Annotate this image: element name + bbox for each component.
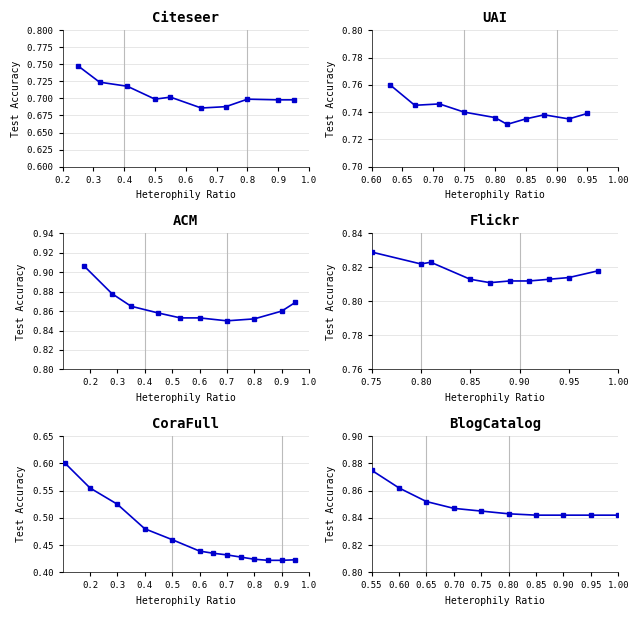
- Y-axis label: Test Accuracy: Test Accuracy: [17, 263, 26, 339]
- Title: ACM: ACM: [173, 214, 198, 228]
- Y-axis label: Test Accuracy: Test Accuracy: [17, 466, 26, 542]
- X-axis label: Heterophily Ratio: Heterophily Ratio: [136, 190, 236, 200]
- X-axis label: Heterophily Ratio: Heterophily Ratio: [445, 596, 545, 606]
- Title: Flickr: Flickr: [470, 214, 520, 228]
- Y-axis label: Test Accuracy: Test Accuracy: [326, 466, 335, 542]
- X-axis label: Heterophily Ratio: Heterophily Ratio: [136, 596, 236, 606]
- Title: BlogCatalog: BlogCatalog: [449, 417, 541, 431]
- X-axis label: Heterophily Ratio: Heterophily Ratio: [445, 190, 545, 200]
- Title: Citeseer: Citeseer: [152, 11, 220, 25]
- X-axis label: Heterophily Ratio: Heterophily Ratio: [136, 393, 236, 403]
- Title: UAI: UAI: [483, 11, 508, 25]
- Y-axis label: Test Accuracy: Test Accuracy: [326, 263, 335, 339]
- Y-axis label: Test Accuracy: Test Accuracy: [326, 60, 335, 137]
- X-axis label: Heterophily Ratio: Heterophily Ratio: [445, 393, 545, 403]
- Title: CoraFull: CoraFull: [152, 417, 220, 431]
- Y-axis label: Test Accuracy: Test Accuracy: [11, 60, 21, 137]
